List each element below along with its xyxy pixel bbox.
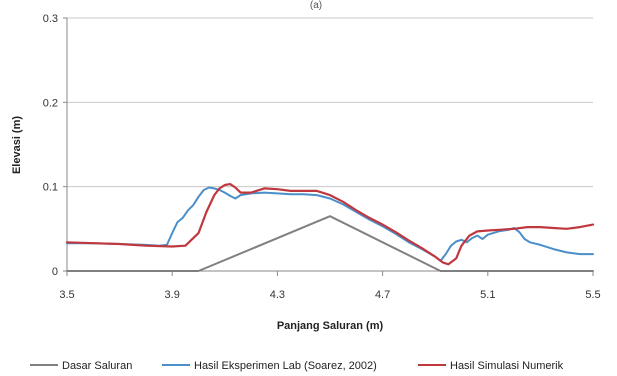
legend-label-2: Hasil Eksperimen Lab (Soarez, 2002) bbox=[194, 360, 377, 372]
legend: Dasar Saluran Hasil Eksperimen Lab (Soare… bbox=[30, 360, 564, 372]
grid-layer bbox=[67, 17, 593, 188]
y-axis-title: Elevasi (m) bbox=[11, 116, 23, 174]
series-line-2 bbox=[66, 186, 594, 262]
x-tick-label: 3.5 bbox=[59, 289, 74, 301]
axis-layer bbox=[63, 17, 594, 276]
x-tick-label: 4.3 bbox=[270, 289, 285, 301]
x-tick-label: 4.7 bbox=[375, 289, 390, 301]
x-tick-label: 5.5 bbox=[585, 289, 600, 301]
series-line-3 bbox=[65, 183, 595, 266]
chart-top-marker: (a) bbox=[310, 0, 322, 11]
legend-label-1: Dasar Saluran bbox=[62, 360, 132, 372]
x-tick-labels: 3.5 3.9 4.3 4.7 5.1 5.5 bbox=[59, 289, 600, 301]
x-axis-title: Panjang Saluran (m) bbox=[277, 320, 384, 332]
series-line-1 bbox=[66, 215, 594, 272]
legend-label-3: Hasil Simulasi Numerik bbox=[450, 360, 564, 372]
x-tick-label: 3.9 bbox=[165, 289, 180, 301]
y-tick-labels: 0 0.1 0.2 0.3 bbox=[43, 13, 58, 278]
y-tick-label: 0 bbox=[52, 266, 58, 278]
y-tick-label: 0.1 bbox=[43, 182, 58, 194]
series-layer bbox=[65, 183, 595, 272]
x-tick-label: 5.1 bbox=[480, 289, 495, 301]
y-tick-label: 0.3 bbox=[43, 13, 58, 25]
y-tick-label: 0.2 bbox=[43, 97, 58, 109]
